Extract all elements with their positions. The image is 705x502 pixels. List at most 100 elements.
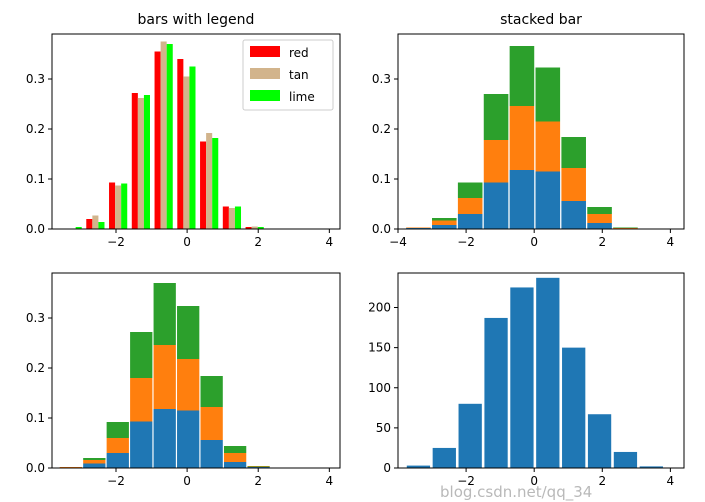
y-tick-label: 0: [383, 461, 391, 475]
bar-tan-6: [206, 133, 213, 229]
bar-counts-4: [510, 287, 534, 468]
subplot-stacked-bar: stacked bar −4 −2 0 2 4 0.0 0.1 0.2 0.3: [372, 12, 685, 249]
bar-series-2-2: [457, 198, 483, 214]
bar-series-3-6: [561, 137, 586, 168]
bar-red-4: [154, 51, 161, 229]
bar-red-3: [131, 93, 138, 229]
bar-series-3-3: [483, 94, 509, 140]
bar-lime-4: [166, 44, 173, 229]
axes-frame: [51, 33, 341, 230]
legend-swatch-lime: [250, 90, 280, 101]
x-tick-label: 0: [530, 474, 538, 488]
bar-counts-5: [536, 277, 560, 468]
chart-title: stacked bar: [500, 12, 582, 28]
bar-tan-1: [92, 215, 99, 229]
bar-series-3-2: [457, 182, 483, 198]
bar-series-1-7: [587, 223, 612, 229]
bar-series-2-7: [223, 453, 247, 462]
bar-counts-0: [406, 465, 431, 468]
y-tick-label: 0.2: [372, 122, 391, 136]
axes-frame: [51, 272, 341, 469]
bar-series-2-5: [177, 359, 200, 411]
bar-series-1-7: [223, 462, 247, 468]
bar-series-2-4: [509, 106, 535, 170]
y-tick-label: 0.2: [26, 361, 45, 375]
x-tick-label: 4: [326, 474, 334, 488]
x-tick-label: 4: [326, 235, 334, 249]
bar-series-1-4: [509, 170, 535, 229]
bar-lime-8: [257, 227, 264, 229]
y-tick-label: 0.3: [372, 72, 391, 86]
x-tick-label: 2: [598, 474, 606, 488]
bar-series-3-4: [153, 283, 176, 345]
x-tick-label: −2: [107, 474, 125, 488]
bar-series-2-1: [432, 220, 457, 225]
bar-series-2-3: [130, 378, 153, 422]
bar-series-3-3: [130, 332, 153, 378]
bar-series-2-5: [535, 121, 561, 172]
bar-series-2-0: [406, 227, 431, 228]
x-tick-label: −4: [389, 235, 407, 249]
bar-red-7: [222, 206, 229, 229]
bar-lime-5: [189, 66, 196, 229]
legend-label-tan: tan: [289, 68, 309, 82]
bar-series-1-5: [177, 410, 200, 468]
y-tick-label: 0.1: [26, 411, 45, 425]
bar-series-2-7: [587, 214, 612, 223]
x-tick-label: 0: [183, 474, 191, 488]
bar-series-1-1: [83, 463, 106, 468]
y-tick-label: 0.0: [26, 461, 45, 475]
bar-series-1-1: [432, 225, 457, 229]
y-tick-label: 100: [368, 381, 391, 395]
x-tick-label: −2: [107, 235, 125, 249]
y-tick-label: 0.0: [372, 222, 391, 236]
bar-series-1-3: [130, 421, 153, 468]
bar-red-1: [86, 219, 93, 229]
bar-counts-3: [484, 317, 508, 468]
bar-red-8: [245, 227, 252, 229]
bar-series-1-5: [535, 171, 561, 229]
bar-counts-8: [613, 451, 638, 468]
bar-lime-3: [143, 95, 150, 229]
bar-series-1-2: [106, 453, 129, 468]
legend: red tan lime: [242, 39, 334, 111]
bar-red-6: [200, 141, 207, 229]
bar-series-3-2: [106, 422, 129, 438]
axes-frame: [397, 272, 685, 469]
bar-series-1-3: [483, 182, 509, 229]
x-tick-label: −2: [457, 474, 475, 488]
x-tick-label: 4: [667, 235, 675, 249]
x-tick-label: 4: [667, 474, 675, 488]
bar-lime-6: [212, 138, 219, 229]
legend-label-red: red: [289, 46, 309, 60]
bar-counts-1: [432, 447, 456, 468]
bar-tan-3: [137, 98, 144, 229]
watermark: blog.csdn.net/qq_34: [440, 483, 592, 502]
y-tick-label: 0.1: [26, 172, 45, 186]
bar-lime-7: [234, 206, 242, 229]
bar-tan-5: [183, 76, 190, 229]
bar-series-3-1: [432, 218, 457, 221]
bar-counts-2: [458, 403, 482, 468]
bar-series-1-6: [200, 440, 223, 468]
bar-series-3-4: [509, 46, 535, 106]
legend-label-lime: lime: [289, 90, 315, 104]
legend-swatch-red: [250, 46, 280, 57]
axes-frame: [397, 33, 685, 230]
subplot-histogram-counts: −2 0 2 4 0 50 100 150 200: [368, 272, 685, 488]
y-tick-label: 0.2: [26, 122, 45, 136]
bar-red-5: [177, 59, 184, 229]
y-tick-label: 50: [376, 421, 391, 435]
y-tick-label: 0.3: [26, 311, 45, 325]
x-tick-label: 0: [183, 235, 191, 249]
bar-series-2-8: [247, 466, 270, 467]
bar-lime-0: [75, 227, 82, 229]
bar-series-2-6: [561, 168, 586, 201]
bar-counts-7: [587, 414, 612, 468]
bar-series-3-7: [223, 446, 247, 453]
bar-tan-2: [115, 185, 122, 229]
bar-series-3-6: [200, 376, 223, 407]
x-tick-label: 2: [254, 474, 262, 488]
bar-series-3-7: [587, 207, 612, 214]
